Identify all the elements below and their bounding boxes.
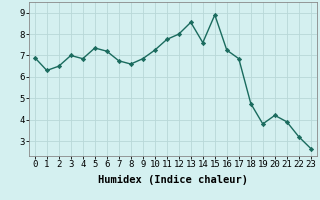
X-axis label: Humidex (Indice chaleur): Humidex (Indice chaleur)	[98, 175, 248, 185]
